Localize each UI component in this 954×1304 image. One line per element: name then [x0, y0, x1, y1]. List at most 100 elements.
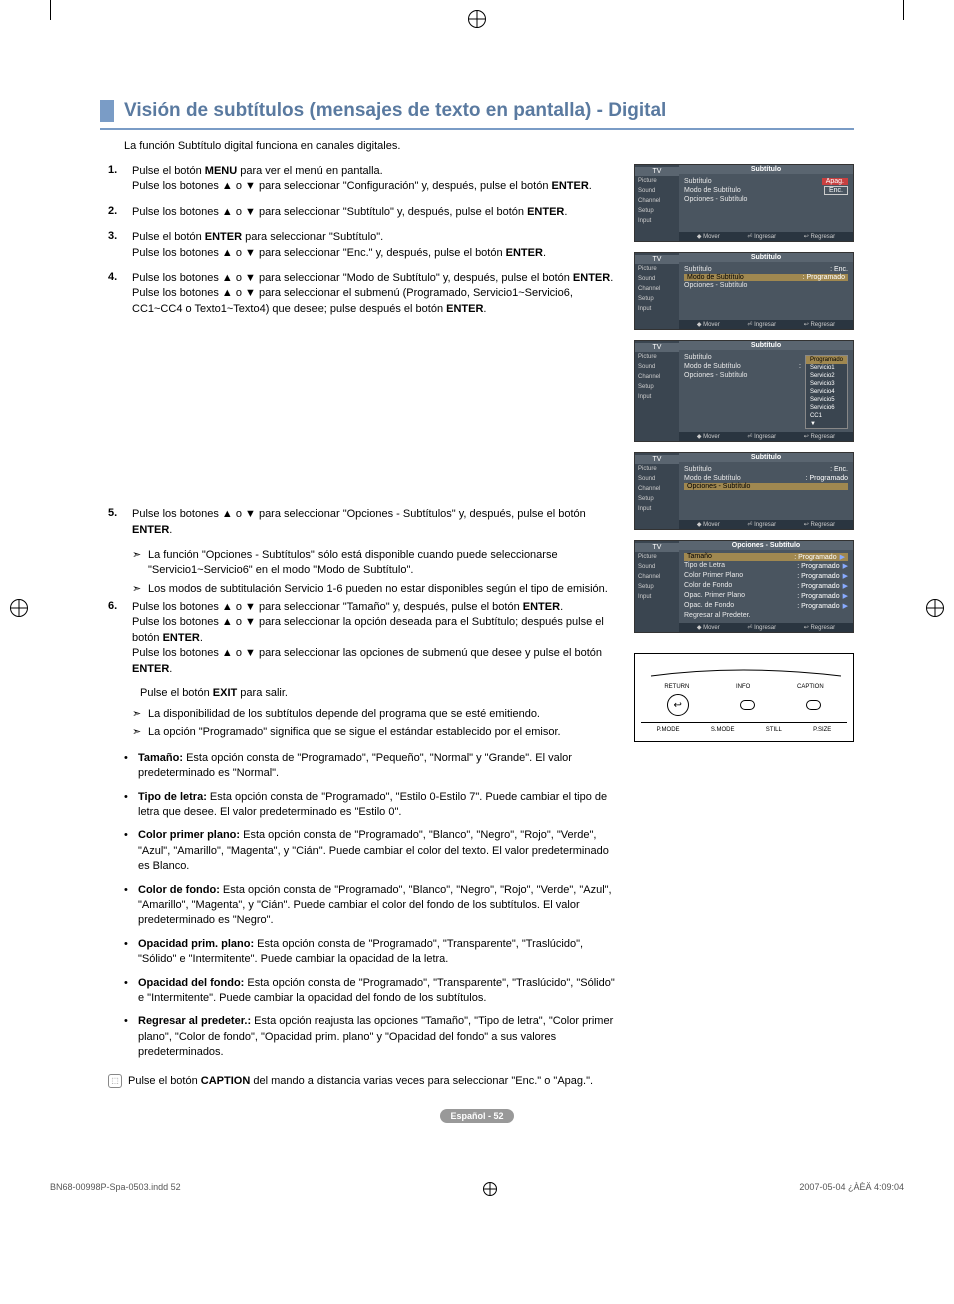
osd-line: Subtítulo: Enc.	[684, 465, 848, 474]
bullet-item: •Color primer plano: Esta opción consta …	[124, 828, 622, 874]
note-text: La opción "Programado" significa que se …	[148, 725, 561, 740]
osd-side-item: Input	[635, 504, 679, 514]
bullet-item: •Tamaño: Esta opción consta de "Programa…	[124, 751, 622, 782]
steps-list-2: 5.Pulse los botones ▲ o ▼ para seleccion…	[108, 507, 622, 741]
osd-body: SubtítuloModo de Subtítulo:Opciones - Su…	[679, 350, 853, 432]
remote-button-icon: ↩	[667, 694, 689, 716]
osd-body: Tamaño: Programado▶Tipo de Letra: Progra…	[679, 550, 853, 623]
osd-footer: ◆ Mover⏎ Ingresar↩ Regresar	[679, 623, 853, 632]
bullet-item: •Opacidad del fondo: Esta opción consta …	[124, 976, 622, 1007]
remote-row: P.MODES.MODESTILLP.SIZE	[641, 727, 847, 733]
osd-side-item: Picture	[635, 352, 679, 362]
osd-title: Subtítulo	[679, 341, 853, 350]
remote-note: ⬚ Pulse el botón CAPTION del mando a dis…	[108, 1074, 622, 1089]
osd-dropdown-option: Servicio4	[806, 388, 847, 396]
osd-dropdown-option: Servicio3	[806, 380, 847, 388]
osd-panel: TV PictureSoundChannelSetupInput Subtítu…	[634, 452, 854, 530]
osd-side-item: Input	[635, 216, 679, 226]
osd-tv-label: TV	[635, 255, 679, 264]
osd-side-item: Picture	[635, 176, 679, 186]
osd-side-item: Input	[635, 392, 679, 402]
spacer	[100, 327, 622, 507]
osd-side-item: Sound	[635, 474, 679, 484]
step-item: 3.Pulse el botón ENTER para seleccionar …	[108, 230, 622, 261]
note-line: ➣La función "Opciones - Subtítulos" sólo…	[132, 548, 622, 579]
osd-dropdown-option: Servicio6	[806, 404, 847, 412]
osd-line: Modo de Subtítulo: Programado	[684, 474, 848, 483]
bullet-text: Opacidad prim. plano: Esta opción consta…	[138, 937, 622, 968]
osd-foot-hint: ⏎ Ingresar	[747, 624, 776, 631]
chevron-icon: ➣	[132, 725, 148, 740]
osd-sidebar: TV PictureSoundChannelSetupInput	[635, 253, 679, 329]
bullet-item: •Opacidad prim. plano: Esta opción const…	[124, 937, 622, 968]
osd-panel: TV PictureSoundChannelSetupInput Subtítu…	[634, 252, 854, 330]
osd-foot-hint: ⏎ Ingresar	[747, 521, 776, 528]
osd-line: Opciones - Subtítulo	[684, 371, 801, 380]
osd-foot-hint: ◆ Mover	[697, 433, 720, 440]
osd-footer: ◆ Mover⏎ Ingresar↩ Regresar	[679, 232, 853, 241]
bullet-text: Tamaño: Esta opción consta de "Programad…	[138, 751, 622, 782]
step-number: 2.	[108, 205, 132, 220]
osd-side-item: Setup	[635, 294, 679, 304]
step-item: 5.Pulse los botones ▲ o ▼ para seleccion…	[108, 507, 622, 538]
osd-dropdown-option: Servicio5	[806, 396, 847, 404]
remote-label: P.MODE	[657, 727, 680, 733]
osd-title: Opciones - Subtítulo	[679, 541, 853, 550]
osd-sidebar: TV PictureSoundChannelSetupInput	[635, 165, 679, 241]
osd-body: SubtítuloApag.Modo de SubtítuloEnc.Opcio…	[679, 174, 853, 232]
osd-foot-hint: ↩ Regresar	[804, 321, 835, 328]
osd-title: Subtítulo	[679, 453, 853, 462]
step-item: 6.Pulse los botones ▲ o ▼ para seleccion…	[108, 600, 622, 677]
screenshots-column: TV PictureSoundChannelSetupInput Subtítu…	[634, 164, 854, 1090]
osd-line: Subtítulo: Enc.	[684, 265, 848, 274]
document-footer: BN68-00998P-Spa-0503.indd 52 2007-05-04 …	[40, 1182, 914, 1196]
title-section: Visión de subtítulos (mensajes de texto …	[100, 100, 854, 130]
osd-tv-label: TV	[635, 167, 679, 176]
step-number: 4.	[108, 271, 132, 317]
osd-side-item: Sound	[635, 186, 679, 196]
step-number: 5.	[108, 507, 132, 538]
step-text: Pulse los botones ▲ o ▼ para seleccionar…	[132, 205, 622, 220]
osd-side-item: Sound	[635, 562, 679, 572]
osd-title: Subtítulo	[679, 165, 853, 174]
step-text: Pulse los botones ▲ o ▼ para seleccionar…	[132, 507, 622, 538]
instructions-column: 1.Pulse el botón MENU para ver el menú e…	[100, 164, 622, 1090]
osd-foot-hint: ◆ Mover	[697, 624, 720, 631]
remote-label: S.MODE	[711, 727, 735, 733]
osd-line: Modo de Subtítulo: Programado	[684, 274, 848, 281]
note-line: ➣La opción "Programado" significa que se…	[132, 725, 622, 740]
step-after-text: Pulse el botón EXIT para salir.	[140, 687, 622, 699]
bullet-text: Color de fondo: Esta opción consta de "P…	[138, 883, 622, 929]
osd-foot-hint: ◆ Mover	[697, 521, 720, 528]
step-text: Pulse los botones ▲ o ▼ para seleccionar…	[132, 271, 622, 317]
page-footer: Español - 52	[100, 1110, 854, 1122]
osd-panel: TV PictureSoundChannelSetupInput Opcione…	[634, 540, 854, 633]
osd-main: SubtítuloSubtítuloApag.Modo de Subtítulo…	[679, 165, 853, 241]
doc-footer-right: 2007-05-04 ¿ÀÈÄ 4:09:04	[799, 1182, 904, 1196]
registration-mark-icon	[10, 599, 28, 617]
osd-foot-hint: ◆ Mover	[697, 321, 720, 328]
bullet-item: •Color de fondo: Esta opción consta de "…	[124, 883, 622, 929]
remote-label: P.SIZE	[813, 727, 831, 733]
osd-line: Tipo de Letra: Programado▶	[684, 561, 848, 571]
osd-panel: TV PictureSoundChannelSetupInput Subtítu…	[634, 340, 854, 442]
osd-tv-label: TV	[635, 455, 679, 464]
bullet-item: •Regresar al predeter.: Esta opción reaj…	[124, 1014, 622, 1060]
options-bullets: •Tamaño: Esta opción consta de "Programa…	[124, 751, 622, 1061]
osd-side-item: Input	[635, 304, 679, 314]
osd-line: Opciones - Subtítulo	[684, 483, 848, 490]
step-item: 2.Pulse los botones ▲ o ▼ para seleccion…	[108, 205, 622, 220]
osd-side-item: Sound	[635, 274, 679, 284]
osd-side-item: Picture	[635, 464, 679, 474]
note-text: La disponibilidad de los subtítulos depe…	[148, 707, 540, 722]
osd-line: Subtítulo	[684, 353, 801, 362]
page-number-badge: Español - 52	[440, 1109, 513, 1123]
osd-foot-hint: ⏎ Ingresar	[747, 321, 776, 328]
osd-panel: TV PictureSoundChannelSetupInput Subtítu…	[634, 164, 854, 242]
osd-foot-hint: ↩ Regresar	[804, 233, 835, 240]
osd-foot-hint: ↩ Regresar	[804, 433, 835, 440]
osd-foot-hint: ↩ Regresar	[804, 521, 835, 528]
osd-side-item: Setup	[635, 494, 679, 504]
osd-footer: ◆ Mover⏎ Ingresar↩ Regresar	[679, 432, 853, 441]
osd-dropdown-option: CC1	[806, 412, 847, 420]
